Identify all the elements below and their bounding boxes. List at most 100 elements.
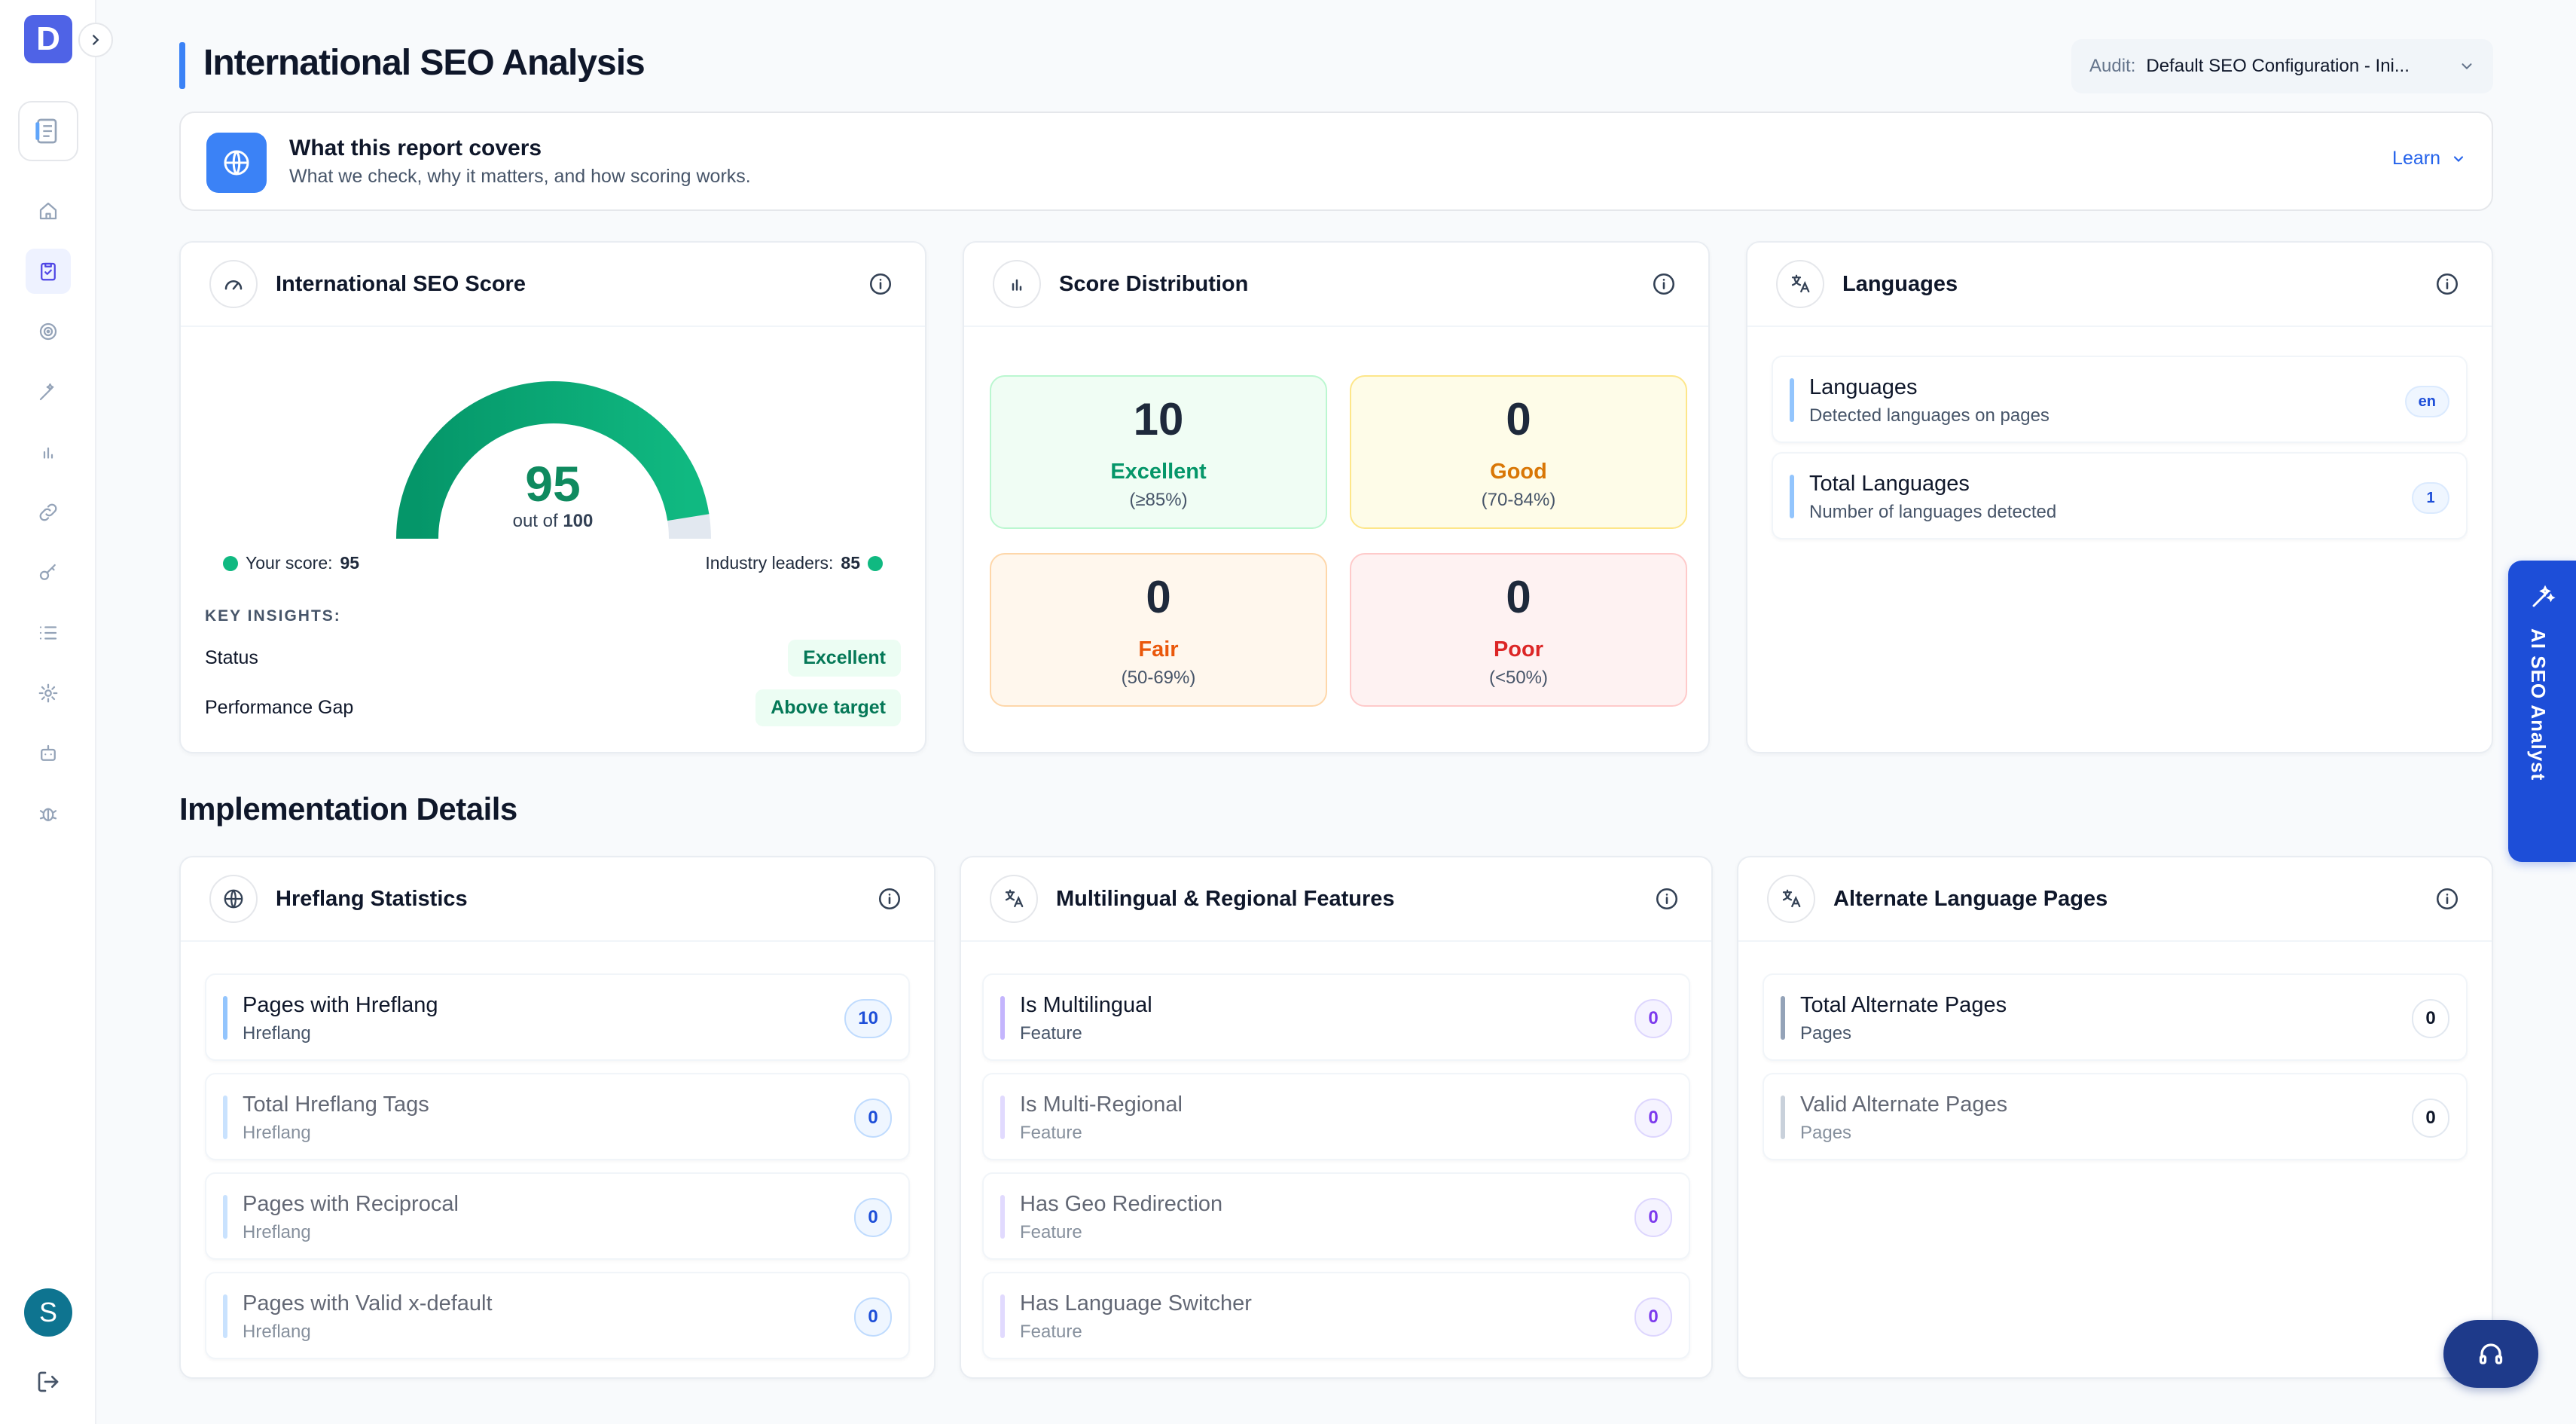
leaders-label: Industry leaders:	[705, 553, 834, 573]
title-accent-bar	[179, 42, 185, 89]
magic-wand-icon	[2532, 585, 2556, 607]
page-title: International SEO Analysis	[203, 43, 646, 83]
info-icon[interactable]	[2431, 268, 2463, 300]
row-subtitle: Feature	[1020, 1023, 1082, 1044]
bar-chart-icon	[993, 260, 1041, 308]
row-accent-bar	[1781, 996, 1785, 1040]
out-of-prefix: out of	[512, 511, 558, 531]
app-logo[interactable]: D	[24, 15, 72, 63]
key-icon	[39, 564, 56, 580]
row-subtitle: Number of languages detected	[1809, 502, 2057, 522]
info-icon[interactable]	[865, 268, 896, 300]
score-distribution-card: Score Distribution 10 Excellent (≥85%) 0…	[963, 241, 1710, 753]
row-accent-bar	[1000, 1195, 1005, 1239]
your-score-legend: Your score: 95	[223, 553, 359, 573]
translate-icon	[1776, 260, 1824, 308]
sidebar-item-target[interactable]	[26, 309, 71, 354]
row-subtitle: Hreflang	[243, 1023, 311, 1044]
sidebar-item-link[interactable]	[26, 490, 71, 535]
list-item: Pages with Reciprocal Hreflang 0	[205, 1172, 910, 1260]
card-header: Languages	[1747, 243, 2492, 327]
sidebar: D S	[0, 0, 96, 1424]
row-subtitle: Feature	[1020, 1123, 1082, 1143]
your-score-value: 95	[340, 553, 360, 573]
row-badge: 1	[2412, 482, 2449, 514]
row-title: Is Multilingual	[1020, 993, 1152, 1017]
list-item: Pages with Valid x-default Hreflang 0	[205, 1272, 910, 1359]
magic-wand-icon	[39, 383, 54, 401]
sidebar-item-bar-chart[interactable]	[26, 429, 71, 475]
ai-seo-analyst-tab[interactable]: AI SEO Analyst	[2508, 561, 2576, 862]
sidebar-item-robot[interactable]	[26, 731, 71, 776]
row-subtitle: Detected languages on pages	[1809, 405, 2050, 426]
sidebar-item-key[interactable]	[26, 550, 71, 595]
tile-range: (50-69%)	[1121, 668, 1196, 688]
sidebar-item-home[interactable]	[26, 188, 71, 234]
list-item: Valid Alternate Pages Pages 0	[1763, 1073, 2468, 1160]
info-icon[interactable]	[1648, 268, 1680, 300]
sidebar-item-gear[interactable]	[26, 671, 71, 716]
performance-gap-badge: Above target	[755, 689, 901, 726]
bug-icon	[39, 808, 57, 821]
sidebar-item-magic-wand[interactable]	[26, 369, 71, 414]
chevron-right-icon	[93, 35, 99, 45]
clipboard-check-icon	[41, 262, 56, 281]
row-accent-bar	[223, 1195, 227, 1239]
score-value: 95	[525, 456, 581, 512]
card-header: International SEO Score	[181, 243, 925, 327]
row-title: Pages with Hreflang	[243, 993, 438, 1017]
multilingual-features-card: Multilingual & Regional Features Is Mult…	[960, 856, 1713, 1379]
insight-label: Status	[205, 646, 258, 668]
list-item: Total Alternate Pages Pages 0	[1763, 973, 2468, 1061]
gauge-icon	[209, 260, 258, 308]
list-item: Pages with Hreflang Hreflang 10	[205, 973, 910, 1061]
support-chat-button[interactable]	[2443, 1320, 2538, 1388]
row-title: Total Alternate Pages	[1800, 993, 2007, 1017]
seo-score-card: International SEO Score 95 out of 100 Yo…	[179, 241, 926, 753]
tile-count: 0	[1506, 394, 1531, 445]
list-item: Languages Detected languages on pages en	[1772, 356, 2468, 443]
count-badge: 0	[854, 1297, 892, 1337]
home-icon	[39, 202, 57, 220]
card-header: Multilingual & Regional Features	[961, 857, 1711, 942]
row-accent-bar	[1000, 996, 1005, 1040]
list-item: Is Multi-Regional Feature 0	[982, 1073, 1690, 1160]
hreflang-statistics-card: Hreflang Statistics Pages with Hreflang H…	[179, 856, 935, 1379]
out-of-value: 100	[563, 511, 594, 531]
legend-dot	[223, 555, 238, 571]
globe-icon	[209, 875, 258, 923]
info-icon[interactable]	[2431, 883, 2463, 915]
sidebar-item-bug[interactable]	[26, 791, 71, 836]
info-banner-title: What this report covers	[289, 136, 542, 160]
sidebar-item-list[interactable]	[26, 610, 71, 655]
sidebar-item-clipboard-check[interactable]	[26, 249, 71, 294]
sidebar-collapse-button[interactable]	[78, 23, 113, 57]
row-title: Has Geo Redirection	[1020, 1192, 1223, 1216]
headset-icon	[2479, 1343, 2503, 1364]
row-title: Is Multi-Regional	[1020, 1092, 1183, 1117]
logout-button[interactable]	[26, 1359, 71, 1404]
status-badge: Excellent	[788, 639, 901, 677]
row-title: Total Hreflang Tags	[243, 1092, 429, 1117]
row-title: Has Language Switcher	[1020, 1291, 1252, 1316]
info-icon[interactable]	[874, 883, 905, 915]
project-switcher-button[interactable]	[18, 101, 78, 161]
your-score-label: Your score:	[246, 553, 333, 573]
list-item: Has Geo Redirection Feature 0	[982, 1172, 1690, 1260]
user-avatar[interactable]: S	[24, 1288, 72, 1337]
audit-label: Audit:	[2089, 56, 2136, 76]
row-accent-bar	[1790, 378, 1794, 422]
row-title: Pages with Valid x-default	[243, 1291, 493, 1316]
leaders-value: 85	[841, 553, 860, 573]
row-accent-bar	[1781, 1096, 1785, 1139]
audit-select[interactable]: Audit: Default SEO Configuration - Ini..…	[2071, 39, 2493, 93]
legend-dot	[868, 555, 883, 571]
tile-count: 10	[1133, 394, 1184, 445]
row-subtitle: Pages	[1800, 1023, 1852, 1044]
learn-button[interactable]: Learn	[2392, 148, 2466, 170]
target-icon	[39, 322, 57, 341]
insight-label: Performance Gap	[205, 696, 354, 718]
card-title: International SEO Score	[276, 271, 526, 296]
card-title: Hreflang Statistics	[276, 886, 468, 911]
info-icon[interactable]	[1651, 883, 1683, 915]
